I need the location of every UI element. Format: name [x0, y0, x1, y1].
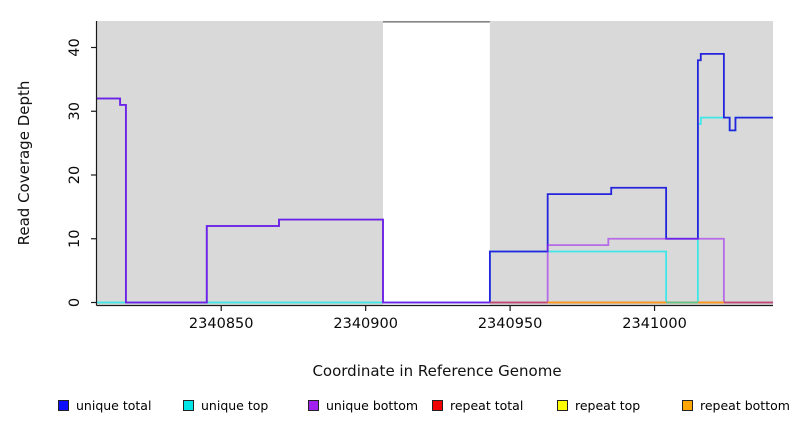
- series-line-unique-bottom: [97, 97, 773, 304]
- x-tick-label: 2340850: [189, 316, 254, 332]
- y-tick-label: 40: [67, 38, 83, 56]
- x-tick-label: 2340950: [478, 316, 543, 332]
- y-tick-label: 0: [67, 298, 83, 307]
- y-tick-label: 30: [67, 102, 83, 120]
- x-axis-title: Coordinate in Reference Genome: [312, 362, 562, 380]
- shaded-region: [489, 21, 773, 305]
- y-axis-title: Read Coverage Depth: [15, 80, 33, 246]
- shaded-region: [97, 21, 383, 305]
- x-tick-label: 2341000: [622, 316, 687, 332]
- x-tick-label: 2340900: [333, 316, 398, 332]
- y-tick-label: 20: [67, 166, 83, 184]
- y-tick-label: 10: [67, 230, 83, 248]
